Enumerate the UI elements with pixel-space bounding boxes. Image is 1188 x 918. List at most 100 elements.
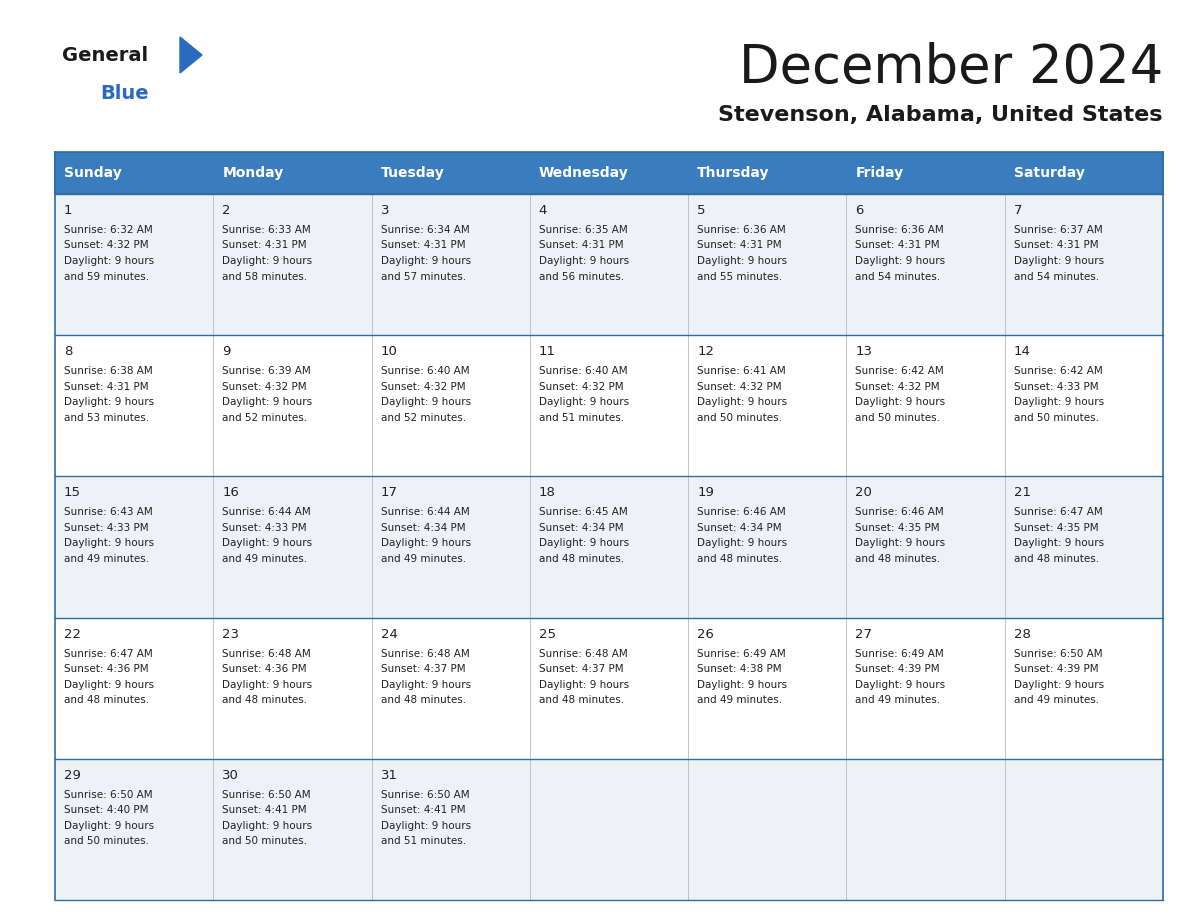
Text: Daylight: 9 hours: Daylight: 9 hours (222, 256, 312, 266)
Text: Sunset: 4:32 PM: Sunset: 4:32 PM (64, 241, 148, 251)
Text: and 59 minutes.: and 59 minutes. (64, 272, 150, 282)
Bar (55, 759, 1163, 900)
Text: Sunset: 4:32 PM: Sunset: 4:32 PM (380, 382, 466, 392)
Text: Daylight: 9 hours: Daylight: 9 hours (64, 397, 154, 408)
Text: Daylight: 9 hours: Daylight: 9 hours (855, 538, 946, 548)
Text: Sunset: 4:34 PM: Sunset: 4:34 PM (380, 523, 466, 533)
Text: and 48 minutes.: and 48 minutes. (855, 554, 941, 564)
Text: Sunrise: 6:49 AM: Sunrise: 6:49 AM (697, 649, 786, 658)
Text: and 49 minutes.: and 49 minutes. (380, 554, 466, 564)
Text: and 52 minutes.: and 52 minutes. (222, 413, 308, 422)
Text: Daylight: 9 hours: Daylight: 9 hours (222, 397, 312, 408)
Bar (846, 152, 1005, 194)
Text: Daylight: 9 hours: Daylight: 9 hours (697, 679, 788, 689)
Bar (55, 152, 214, 194)
Text: Daylight: 9 hours: Daylight: 9 hours (1013, 538, 1104, 548)
Text: Sunrise: 6:42 AM: Sunrise: 6:42 AM (855, 366, 944, 376)
Text: Sunrise: 6:48 AM: Sunrise: 6:48 AM (222, 649, 311, 658)
Text: and 48 minutes.: and 48 minutes. (697, 554, 782, 564)
Text: 23: 23 (222, 628, 239, 641)
Text: Daylight: 9 hours: Daylight: 9 hours (855, 397, 946, 408)
Text: Wednesday: Wednesday (539, 166, 628, 180)
Text: Daylight: 9 hours: Daylight: 9 hours (697, 538, 788, 548)
Text: Sunset: 4:31 PM: Sunset: 4:31 PM (855, 241, 940, 251)
Text: and 48 minutes.: and 48 minutes. (64, 695, 150, 705)
Text: Daylight: 9 hours: Daylight: 9 hours (380, 679, 470, 689)
Text: Sunrise: 6:40 AM: Sunrise: 6:40 AM (539, 366, 627, 376)
Text: Daylight: 9 hours: Daylight: 9 hours (697, 256, 788, 266)
Text: and 50 minutes.: and 50 minutes. (64, 836, 148, 846)
Text: Sunrise: 6:38 AM: Sunrise: 6:38 AM (64, 366, 153, 376)
Text: Sunrise: 6:44 AM: Sunrise: 6:44 AM (222, 508, 311, 518)
Text: and 49 minutes.: and 49 minutes. (222, 554, 308, 564)
Text: Sunrise: 6:50 AM: Sunrise: 6:50 AM (1013, 649, 1102, 658)
Text: and 57 minutes.: and 57 minutes. (380, 272, 466, 282)
Text: Sunset: 4:32 PM: Sunset: 4:32 PM (222, 382, 307, 392)
Text: 26: 26 (697, 628, 714, 641)
Text: Sunset: 4:35 PM: Sunset: 4:35 PM (855, 523, 940, 533)
Text: Daylight: 9 hours: Daylight: 9 hours (222, 821, 312, 831)
Text: Sunset: 4:32 PM: Sunset: 4:32 PM (697, 382, 782, 392)
Text: December 2024: December 2024 (739, 42, 1163, 94)
Bar (55, 194, 1163, 335)
Text: 19: 19 (697, 487, 714, 499)
Text: 12: 12 (697, 345, 714, 358)
Text: 18: 18 (539, 487, 556, 499)
Text: Monday: Monday (222, 166, 284, 180)
Text: Sunset: 4:34 PM: Sunset: 4:34 PM (697, 523, 782, 533)
Text: Daylight: 9 hours: Daylight: 9 hours (380, 397, 470, 408)
Text: Daylight: 9 hours: Daylight: 9 hours (539, 256, 628, 266)
Text: 30: 30 (222, 768, 239, 782)
Text: 15: 15 (64, 487, 81, 499)
Bar (55, 476, 1163, 618)
Bar (55, 152, 1163, 194)
Text: Sunset: 4:36 PM: Sunset: 4:36 PM (64, 664, 148, 674)
Bar (530, 152, 688, 194)
Text: General: General (62, 46, 148, 64)
Text: and 50 minutes.: and 50 minutes. (222, 836, 308, 846)
Text: Sunset: 4:35 PM: Sunset: 4:35 PM (1013, 523, 1099, 533)
Text: Sunset: 4:31 PM: Sunset: 4:31 PM (697, 241, 782, 251)
Text: Sunset: 4:38 PM: Sunset: 4:38 PM (697, 664, 782, 674)
Text: 25: 25 (539, 628, 556, 641)
Bar (372, 152, 530, 194)
Text: Daylight: 9 hours: Daylight: 9 hours (855, 679, 946, 689)
Bar (688, 152, 846, 194)
Text: and 54 minutes.: and 54 minutes. (1013, 272, 1099, 282)
Text: Sunrise: 6:42 AM: Sunrise: 6:42 AM (1013, 366, 1102, 376)
Text: Sunrise: 6:32 AM: Sunrise: 6:32 AM (64, 225, 153, 235)
Text: and 49 minutes.: and 49 minutes. (697, 695, 782, 705)
Polygon shape (181, 37, 202, 73)
Text: Sunrise: 6:50 AM: Sunrise: 6:50 AM (222, 789, 311, 800)
Text: 27: 27 (855, 628, 872, 641)
Text: Sunrise: 6:47 AM: Sunrise: 6:47 AM (1013, 508, 1102, 518)
Text: Daylight: 9 hours: Daylight: 9 hours (222, 538, 312, 548)
Text: Daylight: 9 hours: Daylight: 9 hours (380, 821, 470, 831)
Text: Daylight: 9 hours: Daylight: 9 hours (64, 679, 154, 689)
Text: Sunset: 4:31 PM: Sunset: 4:31 PM (1013, 241, 1099, 251)
Text: and 54 minutes.: and 54 minutes. (855, 272, 941, 282)
Text: Daylight: 9 hours: Daylight: 9 hours (1013, 679, 1104, 689)
Text: and 51 minutes.: and 51 minutes. (380, 836, 466, 846)
Text: Sunrise: 6:50 AM: Sunrise: 6:50 AM (380, 789, 469, 800)
Text: Sunrise: 6:37 AM: Sunrise: 6:37 AM (1013, 225, 1102, 235)
Text: 13: 13 (855, 345, 872, 358)
Text: and 56 minutes.: and 56 minutes. (539, 272, 624, 282)
Text: 21: 21 (1013, 487, 1031, 499)
Text: 17: 17 (380, 487, 398, 499)
Text: Daylight: 9 hours: Daylight: 9 hours (222, 679, 312, 689)
Text: 7: 7 (1013, 204, 1022, 217)
Text: Daylight: 9 hours: Daylight: 9 hours (539, 679, 628, 689)
Text: Daylight: 9 hours: Daylight: 9 hours (855, 256, 946, 266)
Text: Sunrise: 6:36 AM: Sunrise: 6:36 AM (855, 225, 944, 235)
Text: and 48 minutes.: and 48 minutes. (1013, 554, 1099, 564)
Text: and 53 minutes.: and 53 minutes. (64, 413, 150, 422)
Text: 10: 10 (380, 345, 398, 358)
Text: and 49 minutes.: and 49 minutes. (1013, 695, 1099, 705)
Text: Daylight: 9 hours: Daylight: 9 hours (1013, 397, 1104, 408)
Text: 3: 3 (380, 204, 390, 217)
Text: Sunset: 4:33 PM: Sunset: 4:33 PM (1013, 382, 1099, 392)
Text: Sunset: 4:36 PM: Sunset: 4:36 PM (222, 664, 307, 674)
Text: and 50 minutes.: and 50 minutes. (697, 413, 782, 422)
Text: Daylight: 9 hours: Daylight: 9 hours (380, 256, 470, 266)
